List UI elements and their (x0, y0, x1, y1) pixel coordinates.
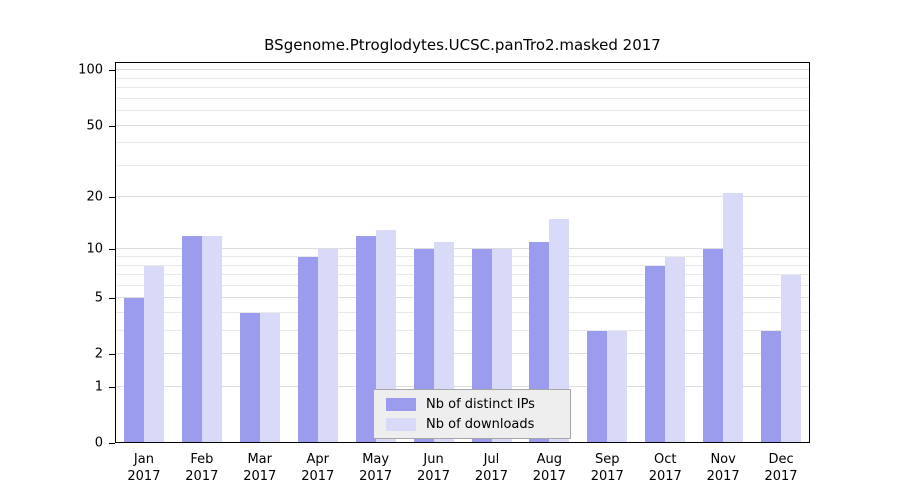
gridline-80 (115, 87, 810, 89)
legend-entry-distinct-ips: Nb of distinct IPs (386, 397, 570, 412)
legend-entry-downloads: Nb of downloads (386, 417, 570, 432)
legend-label-distinct-ips: Nb of distinct IPs (426, 396, 535, 412)
gridline-50 (115, 124, 810, 126)
bar-dec-downloads (781, 275, 801, 443)
bar-oct-distinct-ips (645, 265, 666, 443)
x-axis-labels: Jan 2017 Feb 2017 Mar 2017 Apr 2017 May 2017… (115, 451, 810, 491)
y-tick-mark-50 (109, 125, 115, 127)
x-tick-label-jul: Jul 2017 (474, 452, 508, 484)
y-tick-label-2: 2 (94, 346, 103, 362)
y-axis-ticks (109, 62, 115, 444)
legend-swatch-distinct-ips (386, 397, 416, 411)
x-tick-label-dec: Dec 2017 (764, 452, 798, 484)
gridline-7 (115, 274, 810, 276)
y-tick-label-0: 0 (94, 435, 103, 451)
bar-feb-distinct-ips (181, 235, 202, 443)
x-tick-label-aug: Aug 2017 (532, 452, 566, 484)
gridline-9 (115, 256, 810, 258)
bar-mar-downloads (259, 313, 280, 443)
bar-aug-downloads (549, 219, 570, 443)
bar-may-distinct-ips (355, 235, 376, 443)
x-tick-label-oct: Oct 2017 (648, 452, 682, 484)
y-tick-mark-0 (109, 443, 115, 444)
y-tick-label-100: 100 (78, 62, 103, 78)
y-tick-label-20: 20 (86, 189, 103, 205)
gridline-100 (115, 69, 810, 71)
x-tick-label-may: May 2017 (359, 452, 393, 484)
y-tick-mark-2 (109, 354, 115, 356)
gridline-6 (115, 284, 810, 286)
bar-mar-distinct-ips (239, 313, 260, 443)
y-tick-label-5: 5 (94, 290, 103, 306)
y-tick-mark-100 (109, 70, 115, 72)
legend-label-downloads: Nb of downloads (426, 416, 535, 432)
gridline-90 (115, 77, 810, 79)
gridline-4 (115, 312, 810, 313)
y-tick-label-1: 1 (94, 379, 103, 395)
bar-oct-downloads (665, 257, 686, 443)
y-tick-mark-20 (109, 197, 115, 199)
y-axis-labels: 0 1 2 5 10 20 50 100 (55, 62, 103, 451)
gridline-3 (115, 330, 810, 332)
x-tick-label-nov: Nov 2017 (706, 452, 740, 484)
bar-apr-downloads (317, 249, 338, 443)
x-tick-label-sep: Sep 2017 (590, 452, 624, 484)
gridline-60 (115, 110, 810, 112)
bar-nov-downloads (723, 193, 744, 443)
x-tick-label-apr: Apr 2017 (301, 452, 335, 484)
gridline-8 (115, 264, 810, 266)
legend-swatch-downloads (386, 417, 416, 431)
bar-sep-distinct-ips (587, 331, 608, 443)
bar-nov-distinct-ips (703, 249, 724, 443)
y-tick-label-10: 10 (86, 241, 103, 257)
x-tick-label-jun: Jun 2017 (416, 452, 451, 484)
y-tick-mark-5 (109, 298, 115, 300)
gridline-1 (115, 386, 810, 387)
bar-jan-downloads (144, 265, 164, 443)
gridline-10 (115, 248, 810, 250)
y-tick-mark-10 (109, 249, 115, 251)
y-tick-mark-1 (109, 387, 115, 388)
bar-jan-distinct-ips (124, 298, 144, 443)
bar-dec-distinct-ips (761, 331, 781, 443)
x-tick-label-jan: Jan 2017 (127, 452, 161, 484)
gridline-2 (115, 353, 810, 355)
x-tick-label-mar: Mar 2017 (243, 452, 277, 484)
y-tick-label-50: 50 (86, 118, 103, 133)
bar-sep-downloads (607, 331, 628, 443)
gridline-5 (115, 297, 810, 299)
gridline-40 (115, 142, 810, 144)
gridline-20 (115, 196, 810, 198)
plot-area (115, 62, 810, 443)
gridline-70 (115, 97, 810, 99)
chart-title: BSgenome.Ptroglodytes.UCSC.panTro2.maske… (264, 36, 661, 54)
bar-feb-downloads (201, 235, 222, 443)
legend: Nb of distinct IPs Nb of downloads (373, 389, 571, 439)
bar-apr-distinct-ips (297, 257, 318, 443)
x-tick-label-feb: Feb 2017 (185, 452, 219, 484)
gridline-30 (115, 164, 810, 166)
